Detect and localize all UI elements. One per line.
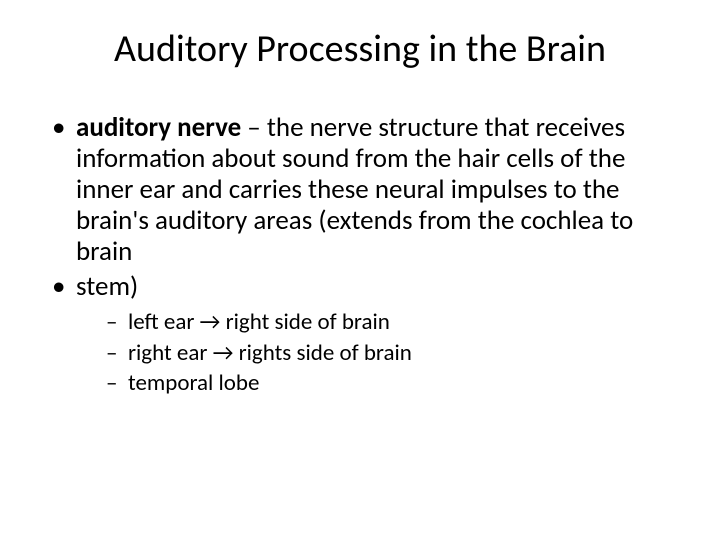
bullet-item-2: stem) left ear → right side of brain rig…	[50, 271, 670, 398]
sub-bullet-3-text: temporal lobe	[128, 369, 259, 397]
slide-title: Auditory Processing in the Brain	[50, 28, 670, 72]
bullet-list-level2: left ear → right side of brain right ear…	[106, 308, 670, 398]
sub-bullet-3: temporal lobe	[106, 369, 670, 398]
bullet-item-2-text: stem)	[76, 270, 138, 303]
sub-bullet-2-text: right ear → rights side of brain	[128, 339, 412, 367]
sub-bullet-1: left ear → right side of brain	[106, 308, 670, 337]
bullet-list-level1: auditory nerve – the nerve structure tha…	[50, 112, 670, 399]
sub-bullet-2: right ear → rights side of brain	[106, 339, 670, 368]
slide: Auditory Processing in the Brain auditor…	[0, 0, 720, 540]
bullet-item-1-term: auditory nerve	[76, 111, 241, 144]
sub-bullet-1-text: left ear → right side of brain	[128, 308, 390, 336]
bullet-item-1: auditory nerve – the nerve structure tha…	[50, 112, 670, 267]
